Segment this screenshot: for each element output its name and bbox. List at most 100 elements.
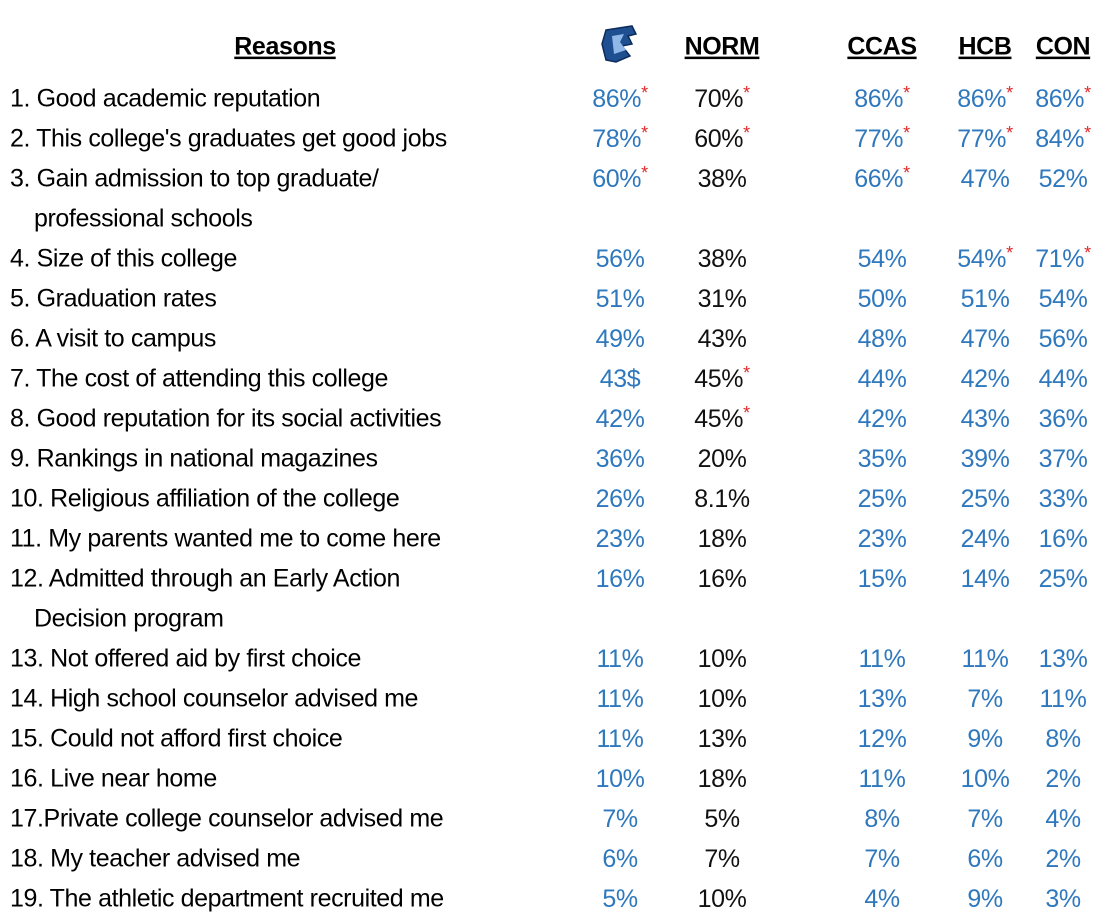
row-label: 1. Good academic reputation: [10, 85, 320, 113]
significance-mark: *: [641, 123, 648, 143]
cell-value: 77%*: [957, 123, 1013, 153]
cell-text: 54%: [957, 245, 1006, 273]
cell-text: 36%: [596, 445, 645, 473]
cell-text: 56%: [1039, 325, 1088, 353]
cell-text: 9%: [967, 725, 1003, 753]
cell-text: 11%: [597, 685, 644, 713]
cell-value: 23%: [596, 525, 645, 553]
cell-value: 33%: [1039, 485, 1088, 513]
cell-value: 18%: [698, 525, 747, 553]
cell-value: 2%: [1045, 765, 1081, 793]
cell-value: 56%: [596, 245, 645, 273]
row-label: 7. The cost of attending this college: [10, 365, 388, 393]
cell-value: 8%: [1045, 725, 1081, 753]
row-label: 14. High school counselor advised me: [10, 685, 418, 713]
cell-text: 48%: [858, 325, 907, 353]
cell-text: 7%: [967, 685, 1003, 713]
cell-text: 66%: [854, 165, 903, 193]
cell-value: 5%: [602, 885, 638, 913]
cell-value: 10%: [961, 765, 1010, 793]
cell-value: 45%*: [694, 363, 750, 393]
cell-value: 7%: [967, 805, 1003, 833]
cell-value: 20%: [698, 445, 747, 473]
cell-text: 86%: [1035, 85, 1084, 113]
cell-value: 10%: [698, 685, 747, 713]
cell-value: 37%: [1039, 445, 1088, 473]
cell-text: 36%: [1039, 405, 1088, 433]
cell-value: 86%*: [957, 83, 1013, 113]
cell-text: 2%: [1045, 845, 1081, 873]
significance-mark: *: [743, 363, 750, 383]
cell-value: 8.1%: [694, 485, 750, 513]
cell-value: 25%: [961, 485, 1010, 513]
cell-text: 86%: [854, 85, 903, 113]
cell-text: 2%: [1045, 765, 1081, 793]
cell-text: 18%: [698, 525, 747, 553]
cell-text: 71%: [1035, 245, 1084, 273]
cell-value: 84%*: [1035, 123, 1091, 153]
cell-text: 11%: [1040, 685, 1087, 713]
cell-text: 33%: [1039, 485, 1088, 513]
cell-value: 66%*: [854, 163, 910, 193]
cell-text: 24%: [961, 525, 1010, 553]
cell-text: 77%: [854, 125, 903, 153]
row-label: 17.Private college counselor advised me: [10, 805, 443, 833]
cell-text: 13%: [858, 685, 907, 713]
cell-text: 43%: [698, 325, 747, 353]
cell-value: 16%: [698, 565, 747, 593]
cell-text: 4%: [1045, 805, 1081, 833]
cell-text: 10%: [698, 645, 747, 673]
cell-value: 5%: [704, 805, 740, 833]
row-label: 5. Graduation rates: [10, 285, 216, 313]
cell-value: 42%: [596, 405, 645, 433]
significance-mark: *: [1084, 83, 1091, 103]
cell-text: 37%: [1039, 445, 1088, 473]
cell-value: 31%: [698, 285, 747, 313]
cell-value: 56%: [1039, 325, 1088, 353]
cell-value: 11%: [597, 725, 644, 753]
cell-text: 16%: [698, 565, 747, 593]
significance-mark: *: [743, 83, 750, 103]
cell-value: 86%*: [592, 83, 648, 113]
cell-value: 14%: [961, 565, 1010, 593]
cell-text: 9%: [967, 885, 1003, 913]
cell-text: 42%: [961, 365, 1010, 393]
cell-value: 23%: [858, 525, 907, 553]
cell-text: 50%: [858, 285, 907, 313]
column-header: HCB: [959, 33, 1012, 61]
cell-text: 25%: [1039, 565, 1088, 593]
cell-value: 60%*: [694, 123, 750, 153]
cell-value: 77%*: [854, 123, 910, 153]
cell-text: 11%: [597, 725, 644, 753]
cell-value: 43$: [600, 365, 641, 393]
cell-value: 51%: [961, 285, 1010, 313]
cell-text: 56%: [596, 245, 645, 273]
significance-mark: *: [1006, 83, 1013, 103]
cell-text: 8%: [864, 805, 900, 833]
row-label: 4. Size of this college: [10, 245, 237, 273]
cell-text: 7%: [864, 845, 900, 873]
row-label: 12. Admitted through an Early Action: [10, 565, 400, 593]
cell-text: 86%: [592, 85, 641, 113]
column-header: CCAS: [847, 33, 916, 61]
cell-value: 38%: [698, 245, 747, 273]
cell-value: 11%: [962, 645, 1009, 673]
cell-text: 15%: [858, 565, 907, 593]
cell-text: 18%: [698, 765, 747, 793]
cell-text: 54%: [858, 245, 907, 273]
cell-text: 38%: [698, 245, 747, 273]
significance-mark: *: [743, 123, 750, 143]
cell-value: 54%*: [957, 243, 1013, 273]
cell-text: 42%: [858, 405, 907, 433]
row-label: 2. This college's graduates get good job…: [10, 125, 447, 153]
cell-text: 44%: [1039, 365, 1088, 393]
cell-value: 3%: [1045, 885, 1081, 913]
cell-text: 23%: [858, 525, 907, 553]
cell-value: 9%: [967, 885, 1003, 913]
cell-value: 7%: [704, 845, 740, 873]
cell-text: 11%: [597, 645, 644, 673]
cell-text: 10%: [596, 765, 645, 793]
row-label: 15. Could not afford first choice: [10, 725, 342, 753]
cell-text: 3%: [1045, 885, 1081, 913]
